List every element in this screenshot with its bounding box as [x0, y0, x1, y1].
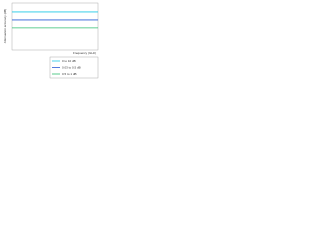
chart: Attenuation accuracy (dB) Frequency (GHz… [3, 2, 99, 79]
x-axis-label: Frequency (GHz) [73, 51, 96, 55]
legend-label: 0.03 to 0.5 dB [62, 65, 81, 69]
y-axis-label: Attenuation accuracy (dB) [3, 9, 7, 44]
legend-box [49, 56, 99, 79]
legend-label: 0 to 10 dB [62, 59, 76, 63]
legend-label: 0.5 to 1 dB [62, 72, 77, 76]
plot-frame [11, 2, 99, 51]
